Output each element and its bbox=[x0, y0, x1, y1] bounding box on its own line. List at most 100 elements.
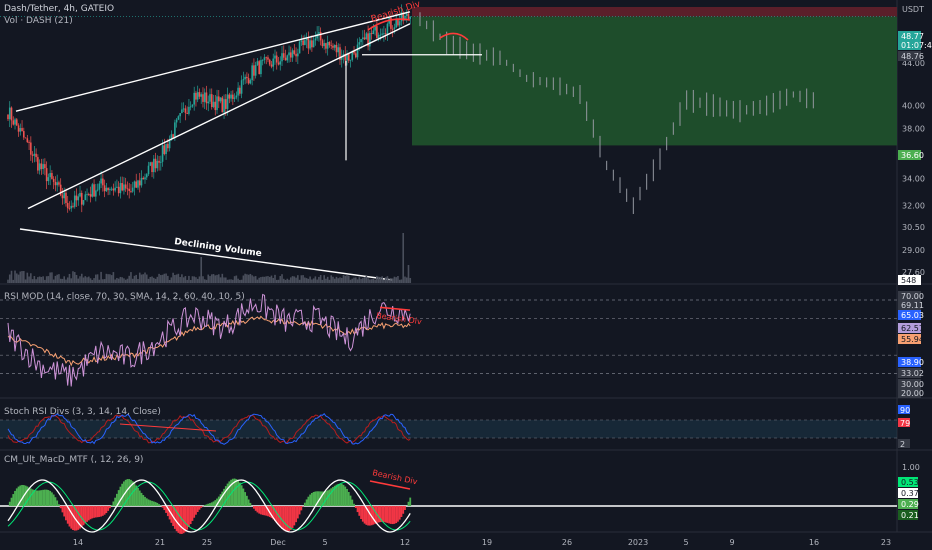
volume-bar bbox=[7, 279, 9, 283]
macd-hist-bar bbox=[101, 506, 104, 516]
macd-hist-bar bbox=[135, 485, 138, 506]
volume-bar bbox=[393, 276, 396, 283]
candle-body bbox=[35, 153, 37, 158]
candle-body bbox=[274, 55, 276, 59]
macd-hist-bar bbox=[386, 506, 389, 523]
candle-body bbox=[144, 177, 146, 180]
volume-bar bbox=[235, 275, 238, 283]
volume-bar bbox=[233, 276, 236, 283]
price-tag-bg bbox=[898, 31, 921, 41]
candle-body bbox=[198, 92, 201, 97]
macd-hist-bar bbox=[119, 486, 122, 506]
volume-bar bbox=[167, 275, 169, 283]
volume-bar bbox=[328, 279, 331, 283]
volume-bar bbox=[210, 274, 213, 283]
candle-body bbox=[330, 45, 332, 47]
candle-body bbox=[261, 59, 264, 61]
candle-body bbox=[293, 50, 296, 54]
candle-body bbox=[167, 144, 169, 149]
candle-body bbox=[328, 41, 331, 46]
volume-bar bbox=[131, 278, 134, 283]
macd-hist-bar bbox=[58, 504, 60, 506]
volume-bar bbox=[121, 277, 123, 283]
rsi-tag: 30.00 bbox=[901, 380, 924, 389]
stoch-divergence-line bbox=[119, 423, 217, 432]
volume-bar bbox=[223, 277, 225, 283]
volume-bar bbox=[23, 271, 25, 283]
candle-body bbox=[409, 16, 412, 19]
volume-bar bbox=[196, 278, 199, 283]
rsi-tag-bg bbox=[898, 368, 921, 378]
macd-hist-bar bbox=[189, 506, 192, 525]
volume-bar bbox=[369, 279, 371, 283]
macd-hist-bar bbox=[207, 503, 210, 506]
volume-bar bbox=[135, 274, 138, 283]
candle-body bbox=[17, 125, 20, 132]
volume-bar bbox=[58, 274, 60, 283]
rsi-tag: 70.00 bbox=[901, 292, 924, 301]
volume-bar bbox=[370, 279, 373, 283]
macd-hist-bar bbox=[354, 506, 357, 509]
candle-body bbox=[84, 194, 87, 201]
macd-hist-bar bbox=[300, 506, 303, 511]
volume-bar bbox=[151, 276, 153, 283]
macd-hist-bar bbox=[312, 491, 315, 506]
macd-hist-bar bbox=[402, 506, 405, 514]
macd-hist-bar bbox=[152, 501, 155, 506]
time-tick-label: 25 bbox=[202, 538, 212, 547]
volume-bar bbox=[96, 274, 99, 283]
macd-hist-bar bbox=[210, 502, 213, 506]
volume-bar bbox=[291, 276, 294, 283]
macd-hist-bar bbox=[24, 485, 27, 506]
macd-hist-bar bbox=[54, 497, 57, 506]
price-tag-bg bbox=[898, 150, 921, 160]
candle-body bbox=[239, 87, 241, 94]
volume-bar bbox=[163, 273, 166, 283]
candle-body bbox=[44, 164, 46, 169]
candle-body bbox=[369, 33, 371, 47]
volume-bar bbox=[40, 277, 43, 283]
macd-hist-bar bbox=[117, 490, 120, 506]
volume-bar bbox=[302, 275, 304, 283]
macd-hist-bar bbox=[21, 484, 23, 506]
macd-hist-bar bbox=[186, 506, 189, 530]
macd-hist-bar bbox=[198, 506, 201, 510]
candle-body bbox=[219, 97, 222, 102]
macd-tag: 0.53 bbox=[901, 478, 919, 487]
volume-bar bbox=[376, 275, 378, 283]
candle-body bbox=[244, 76, 246, 80]
candle-body bbox=[70, 205, 73, 209]
candle-body bbox=[214, 101, 217, 111]
candle-body bbox=[119, 183, 122, 194]
volume-bar bbox=[112, 272, 115, 283]
volume-bar bbox=[144, 272, 146, 283]
candle-body bbox=[205, 92, 208, 104]
macd-hist-bar bbox=[195, 506, 197, 515]
candle-body bbox=[193, 92, 195, 105]
candle-body bbox=[346, 53, 348, 61]
candle-body bbox=[246, 76, 248, 79]
volume-bar bbox=[175, 274, 178, 283]
candle-body bbox=[381, 33, 383, 35]
volume-bar bbox=[325, 278, 327, 283]
candle-body bbox=[247, 78, 250, 84]
macd-hist-bar bbox=[249, 502, 252, 506]
macd-hist-bar bbox=[391, 506, 394, 525]
candle-body bbox=[14, 119, 16, 125]
volume-bar bbox=[79, 276, 81, 283]
candle-body bbox=[228, 94, 231, 99]
macd-hist-bar bbox=[130, 479, 132, 506]
candle-body bbox=[312, 40, 315, 48]
volume-bar bbox=[253, 276, 255, 283]
candle-body bbox=[354, 53, 357, 58]
candle-body bbox=[40, 163, 43, 170]
macd-hist-bar bbox=[191, 506, 194, 521]
macd-hist-bar bbox=[180, 506, 183, 534]
macd-hist-bar bbox=[43, 489, 46, 506]
candle-body bbox=[158, 160, 160, 163]
candle-body bbox=[212, 101, 215, 107]
macd-hist-bar bbox=[177, 506, 180, 533]
volume-bar bbox=[8, 274, 11, 283]
volume-bar bbox=[226, 279, 229, 283]
